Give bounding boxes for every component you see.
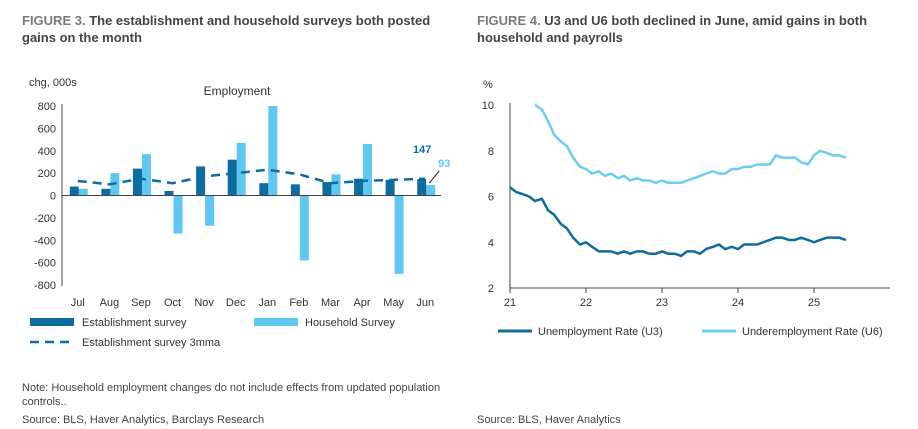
figure3-y-tick-label: -200 bbox=[34, 213, 56, 225]
figure3-chart: chg, 000s Employment -800 -600 -400 -200 0 200 4… bbox=[29, 77, 450, 349]
establishment-bar-jan bbox=[259, 183, 269, 196]
establishment-3mma-line bbox=[77, 168, 426, 186]
figure3-x-tick-label: Feb bbox=[289, 297, 308, 309]
figure3-x-tick-label: Apr bbox=[353, 297, 370, 309]
establishment-bar-sep bbox=[132, 168, 142, 196]
figure4-title-text: U3 and U6 both declined in June, amid ga… bbox=[477, 13, 868, 45]
establishment-june-value-label: 147 bbox=[413, 144, 431, 156]
establishment-bar-mar bbox=[322, 182, 332, 196]
legend-household-swatch bbox=[254, 318, 298, 326]
establishment-bar-jul bbox=[69, 186, 79, 196]
household-bar-dec bbox=[236, 142, 246, 196]
figure4-x-tick-label: 25 bbox=[808, 297, 820, 309]
household-bar-jan bbox=[268, 106, 278, 196]
establishment-bar-dec bbox=[227, 159, 237, 196]
establishment-bar-may bbox=[385, 179, 395, 196]
household-bar-may bbox=[394, 195, 404, 274]
figure3-x-tick-label: May bbox=[383, 297, 404, 309]
figure4-label: FIGURE 4. bbox=[477, 13, 541, 28]
figure4-y-tick-label: 10 bbox=[482, 100, 494, 112]
figure3-x-tick-label: Oct bbox=[164, 297, 181, 309]
figure4-y-axis-label: % bbox=[483, 79, 493, 91]
legend-u3-label: Unemployment Rate (U3) bbox=[538, 326, 663, 338]
household-bar-mar bbox=[331, 174, 341, 196]
establishment-bar-jun bbox=[417, 179, 427, 196]
figure4-source: Source: BLS, Haver Analytics bbox=[477, 414, 621, 426]
figure3-title-text: The establishment and household surveys … bbox=[22, 13, 431, 45]
household-june-value-label: 93 bbox=[438, 158, 450, 170]
figure4-y-tick-label: 6 bbox=[488, 192, 494, 204]
legend-household-label: Household Survey bbox=[305, 317, 395, 329]
household-bar-jun bbox=[426, 185, 436, 196]
figure3-y-tick-label: 0 bbox=[50, 191, 56, 203]
figure3-x-tick-label: Jan bbox=[258, 297, 276, 309]
figure3-y-tick-label: -800 bbox=[34, 280, 56, 292]
establishment-bar-nov bbox=[196, 166, 206, 196]
establishment-bar-feb bbox=[290, 184, 300, 196]
legend-3mma-label: Establishment survey 3mma bbox=[82, 337, 221, 349]
figure4-x-tick-label: 24 bbox=[732, 297, 744, 309]
establishment-bar-oct bbox=[164, 191, 174, 196]
figure4-x-tick-label: 23 bbox=[656, 297, 668, 309]
legend-establishment-swatch bbox=[30, 318, 74, 326]
figure3-title: FIGURE 3. The establishment and househol… bbox=[22, 12, 442, 46]
establishment-bar-apr bbox=[354, 178, 364, 196]
household-bar-oct bbox=[173, 195, 183, 234]
figure4-x-tick-label: 21 bbox=[504, 297, 516, 309]
figure3-x-tick-label: Dec bbox=[226, 297, 246, 309]
u3-unemployment-line bbox=[509, 186, 847, 258]
household-bar-apr bbox=[363, 144, 373, 196]
establishment-bar-aug bbox=[101, 188, 111, 196]
figure4-title: FIGURE 4. U3 and U6 both declined in Jun… bbox=[477, 12, 897, 46]
figure3-y-tick-label: -600 bbox=[34, 258, 56, 270]
household-bar-jul bbox=[78, 188, 88, 196]
figure4-y-tick-label: 2 bbox=[488, 283, 494, 295]
figure3-y-tick-label: 400 bbox=[38, 146, 56, 158]
legend-establishment-label: Establishment survey bbox=[82, 317, 187, 329]
figure3-x-tick-label: Nov bbox=[194, 297, 214, 309]
figure3-x-tick-label: Sep bbox=[131, 297, 151, 309]
figure3-note: Note: Household employment changes do no… bbox=[22, 382, 441, 408]
u6-underemployment-line bbox=[534, 103, 847, 185]
figure3-y-tick-label: 800 bbox=[38, 101, 56, 113]
figure3-x-tick-label: Mar bbox=[321, 297, 340, 309]
figure3-chart-title: Employment bbox=[204, 84, 271, 98]
figure3-x-tick-label: Jul bbox=[71, 297, 85, 309]
figure3-x-tick-label: Jun bbox=[416, 297, 434, 309]
legend-u6-label: Underemployment Rate (U6) bbox=[742, 326, 883, 338]
figure3-y-tick-label: 600 bbox=[38, 123, 56, 135]
household-bar-nov bbox=[205, 195, 215, 226]
figure3-label: FIGURE 3. bbox=[22, 13, 86, 28]
household-bar-feb bbox=[299, 195, 309, 261]
figure3-source: Source: BLS, Haver Analytics, Barclays R… bbox=[22, 414, 265, 426]
household-bar-sep bbox=[141, 154, 151, 196]
figure3-y-axis-label: chg, 000s bbox=[29, 77, 77, 89]
figure3-y-tick-label: 200 bbox=[38, 168, 56, 180]
figure4-y-tick-label: 8 bbox=[488, 146, 494, 158]
household-june-callout-line bbox=[428, 170, 440, 184]
figure4-y-tick-label: 4 bbox=[488, 237, 494, 249]
figure3-x-tick-label: Aug bbox=[100, 297, 120, 309]
figure4-x-tick-label: 22 bbox=[580, 297, 592, 309]
figure3-y-tick-label: -400 bbox=[34, 235, 56, 247]
